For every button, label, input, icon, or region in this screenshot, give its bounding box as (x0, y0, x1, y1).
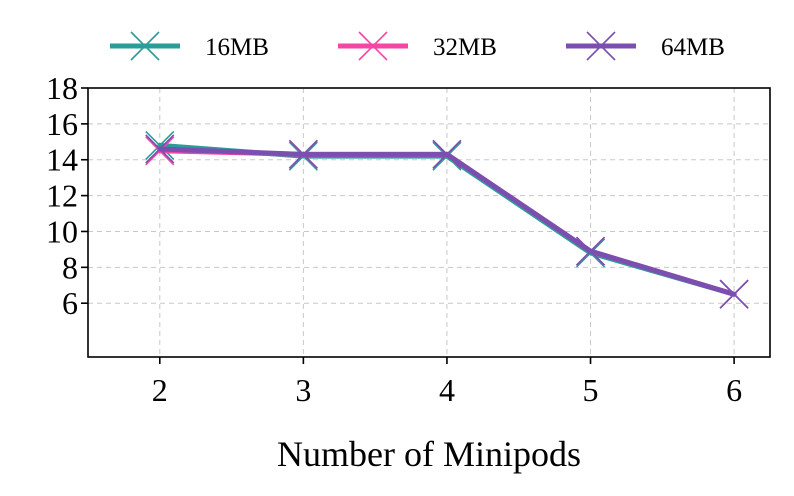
data-point-marker (145, 134, 175, 164)
y-tick-label: 16 (46, 106, 78, 142)
y-tick-label: 14 (46, 142, 78, 178)
x-tick-label: 3 (295, 372, 311, 408)
y-tick-label: 10 (46, 213, 78, 249)
legend-label: 64MB (661, 34, 725, 61)
legend-label: 16MB (205, 34, 269, 61)
legend-marker (586, 31, 616, 61)
data-point-marker (575, 236, 606, 266)
legend-item-64mb: 64MB (566, 31, 725, 61)
y-tick-label: 12 (46, 178, 78, 214)
legend-item-16mb: 16MB (110, 31, 269, 61)
x-tick-label: 4 (439, 372, 455, 408)
y-tick-label: 18 (46, 70, 78, 106)
series-lines (145, 130, 749, 309)
plot-frame (87, 87, 771, 358)
grid-lines (88, 87, 770, 357)
x-tick-label: 6 (726, 372, 742, 408)
data-point-marker (432, 139, 462, 169)
x-tick-label: 5 (583, 372, 599, 408)
data-point-marker (288, 139, 318, 169)
data-point-marker (145, 130, 175, 160)
y-tick-label: 8 (62, 249, 78, 285)
x-axis: 2 3 4 5 6 (152, 357, 742, 408)
legend-item-32mb: 32MB (338, 31, 497, 61)
data-point-marker (719, 279, 749, 309)
legend: 16MB 32MB 64MB (110, 31, 725, 61)
x-axis-label: Number of Minipods (277, 434, 581, 474)
legend-marker (358, 31, 388, 61)
x-tick-label: 2 (152, 372, 168, 408)
legend-marker (130, 31, 160, 61)
legend-label: 32MB (433, 34, 497, 61)
y-tick-label: 6 (62, 285, 78, 321)
series-64mb (145, 134, 749, 309)
